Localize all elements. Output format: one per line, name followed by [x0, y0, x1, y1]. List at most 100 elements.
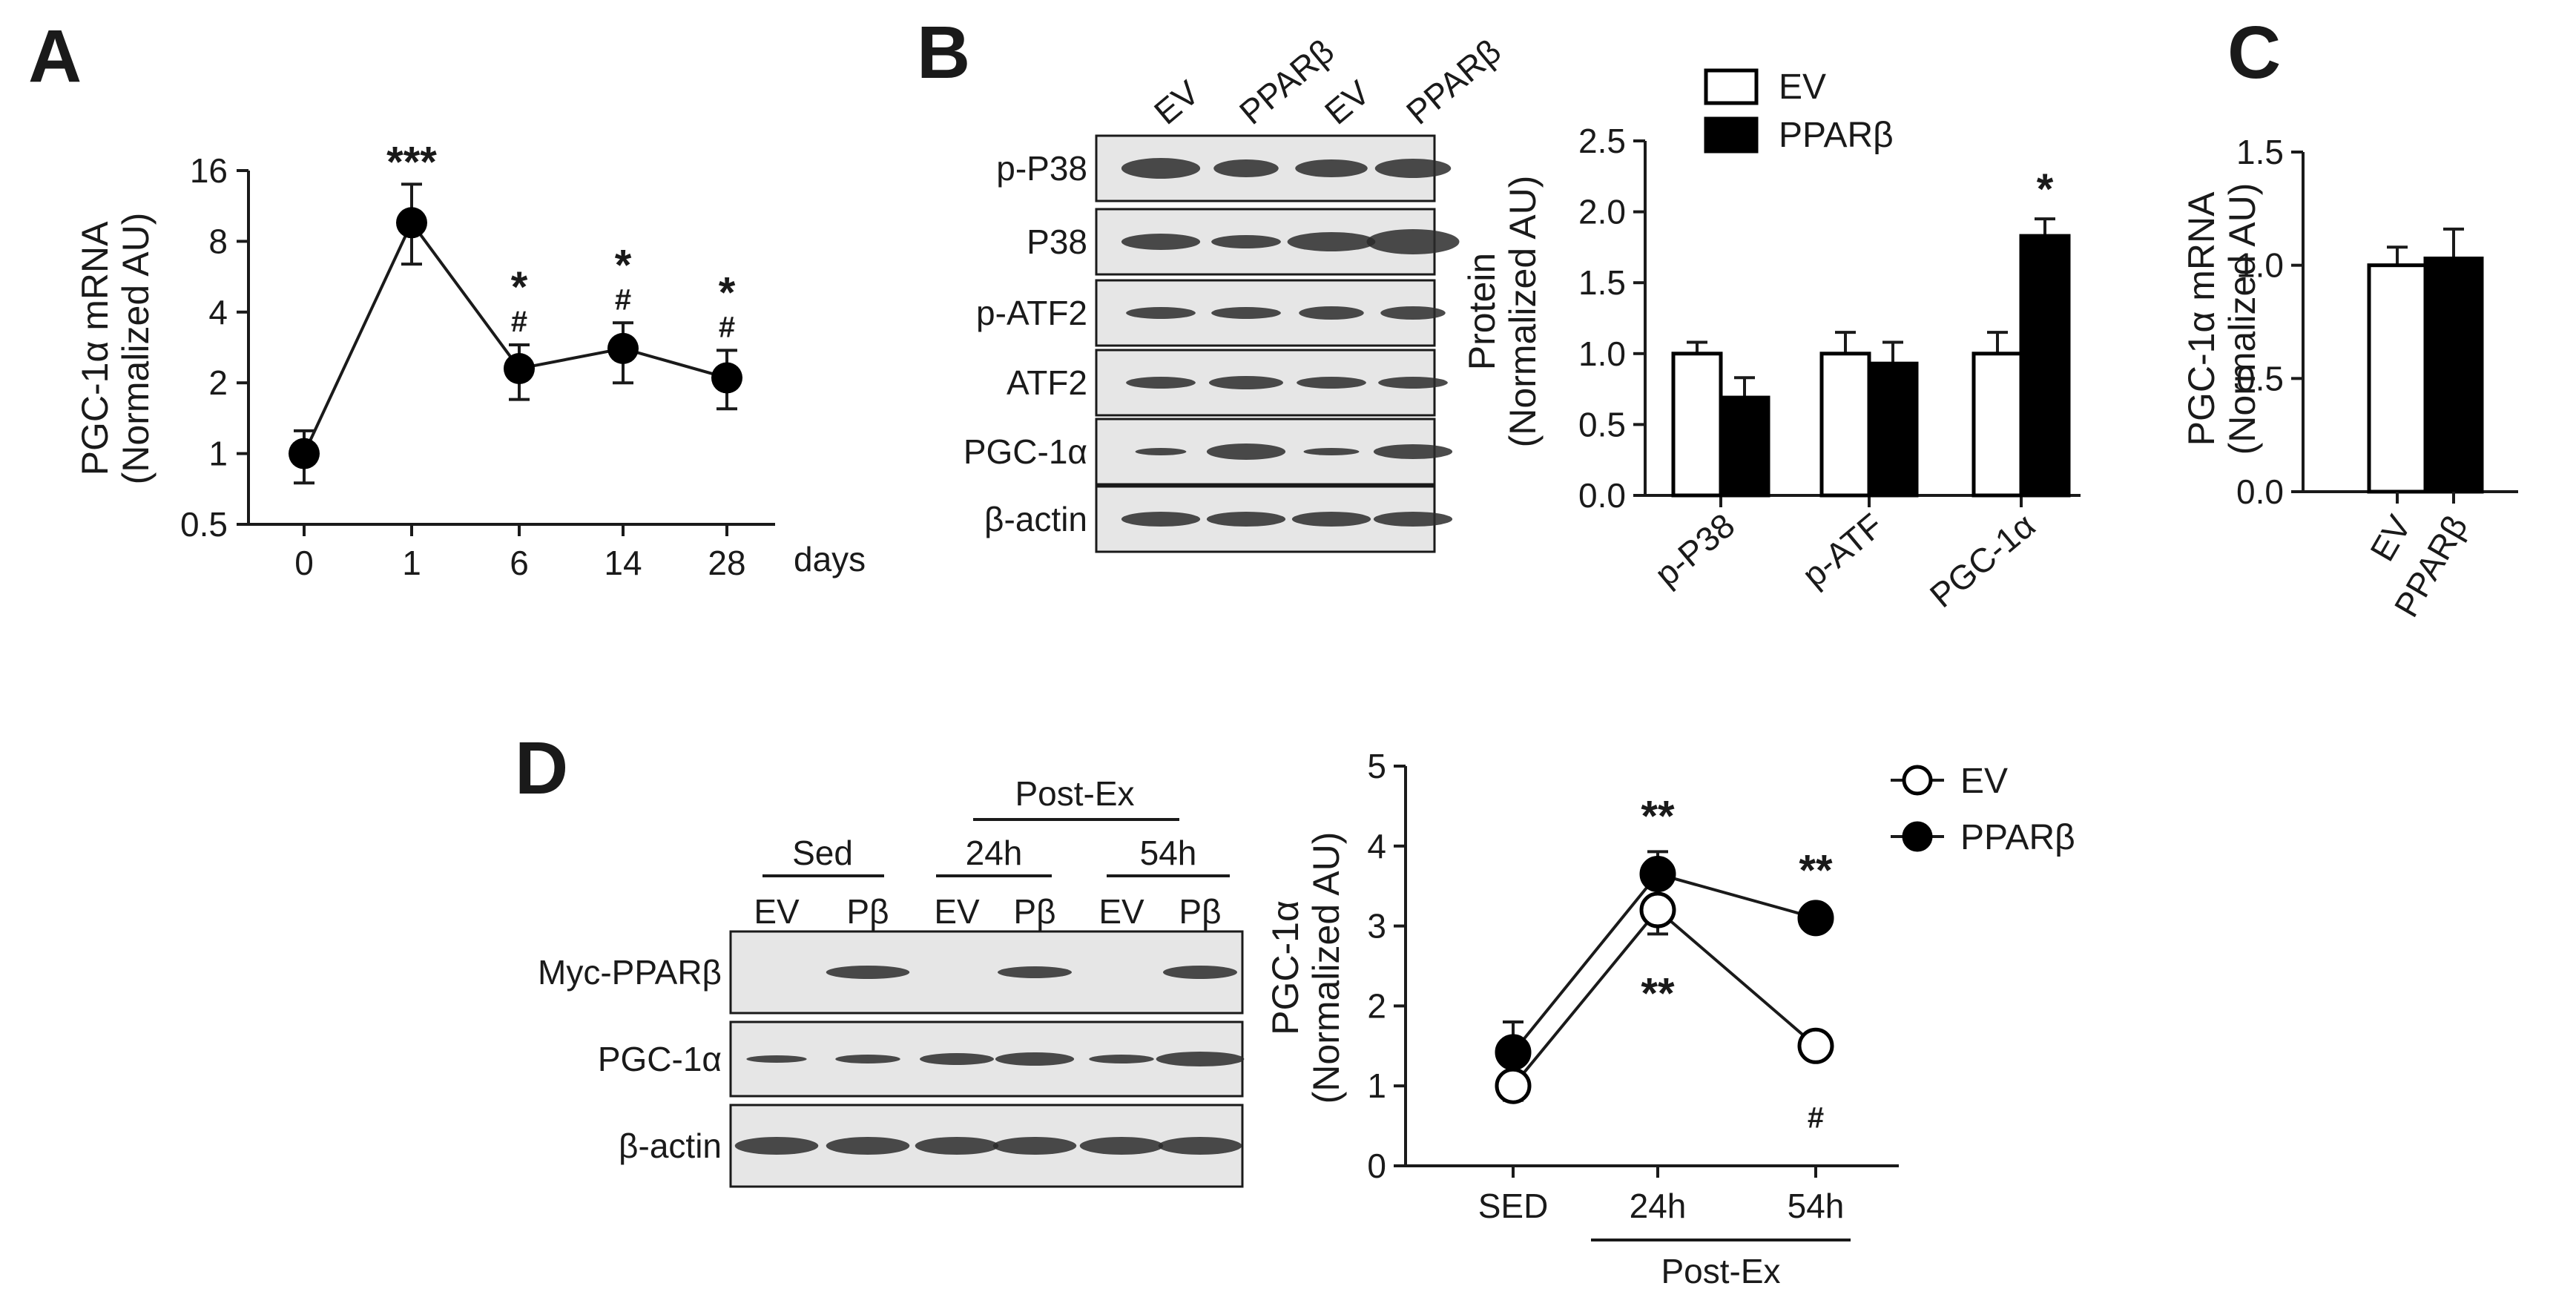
- panel-b-bar: [1719, 395, 1770, 498]
- panel-d-lane-label: EV: [1098, 892, 1144, 931]
- panel-b-band: [1291, 512, 1371, 527]
- panel-a-xtick-label: 6: [510, 544, 529, 582]
- panel-b-band: [1126, 377, 1196, 389]
- panel-b-bar: [2019, 234, 2071, 498]
- panel-d-xgroup-label: Post-Ex: [1661, 1252, 1780, 1290]
- panel-c-ytick-label: 1.5: [2236, 133, 2284, 171]
- panel-d-xtick-label: 54h: [1788, 1187, 1845, 1225]
- panel-d-band: [1158, 1137, 1242, 1155]
- panel-b-legend-label: EV: [1779, 67, 1826, 107]
- panel-b-blot-row-label: β-actin: [984, 500, 1087, 538]
- panel-d-band: [746, 1055, 807, 1063]
- panel-b-chart: Protein (Normalized AU) 0.0 0.5 1.0 1.5 2.0 2…: [1461, 67, 2081, 615]
- panel-c-bar: [2367, 263, 2428, 494]
- panel-d-lane-label: EV: [934, 892, 980, 931]
- panel-letter-b: B: [917, 11, 970, 94]
- panel-d-lane-label: Pβ: [1179, 892, 1221, 931]
- panel-b-legend-swatch: [1704, 116, 1759, 154]
- panel-d-band: [915, 1137, 999, 1155]
- panel-b-xtick-label: p-ATF: [1795, 506, 1891, 595]
- panel-d-band: [1163, 966, 1237, 979]
- panel-letter-a: A: [28, 15, 82, 98]
- panel-a-point: [711, 362, 742, 394]
- panel-d-lane-label: Pβ: [846, 892, 889, 931]
- panel-b-ylabel-line2: (Normalized AU): [1502, 176, 1544, 448]
- panel-d-ytick-label: 1: [1367, 1066, 1386, 1105]
- panel-d-legend-marker: [1902, 765, 1933, 796]
- panel-a-ytick-label: 16: [190, 151, 228, 190]
- panel-b-ytick-label: 0.0: [1578, 476, 1626, 515]
- panel-d-group-24h: 24h: [966, 834, 1023, 872]
- panel-a-hash-annotation: #: [615, 283, 631, 316]
- panel-d-ytick-label: 4: [1367, 827, 1386, 865]
- panel-b-lane-label: PPARβ: [1232, 31, 1341, 131]
- panel-d-ylabel-line1: PGC-1α: [1265, 900, 1306, 1035]
- panel-a-star-annotation: *: [615, 241, 632, 289]
- panel-b-band: [1295, 159, 1368, 177]
- panel-c-ylabel-line1: PGC-1α mRNA: [2181, 191, 2222, 446]
- panel-b-lane-label: EV: [1317, 73, 1377, 131]
- panel-d-point: [1797, 900, 1834, 937]
- panel-b-ytick-label: 2.5: [1578, 122, 1626, 160]
- panel-d-band: [1089, 1055, 1154, 1063]
- panel-b-band: [1373, 444, 1453, 459]
- panel-a-ytick-label: 4: [208, 293, 228, 332]
- panel-d-point: [1495, 1067, 1532, 1104]
- panel-b-band: [1378, 377, 1448, 389]
- panel-b-band: [1366, 229, 1460, 254]
- panel-b-band: [1303, 448, 1360, 455]
- panel-b-band: [1206, 443, 1286, 460]
- panel-d-band: [992, 1137, 1077, 1155]
- panel-d-annotation: #: [1808, 1101, 1824, 1134]
- panel-d-group-postex: Post-Ex: [1015, 774, 1134, 813]
- panel-a-ytick-label: 2: [208, 363, 228, 402]
- panel-d-legend-label: PPARβ: [1960, 818, 2075, 857]
- panel-b-xtick-label: PGC-1α: [1923, 506, 2042, 615]
- panel-d-band: [826, 966, 910, 979]
- panel-d-western-blot: Sed Post-Ex 24h 54h EV Pβ EV Pβ EV Pβ Myc-PPAR…: [538, 774, 1245, 1188]
- panel-b-ytick-label: 0.5: [1578, 405, 1626, 443]
- panel-d-band: [734, 1137, 819, 1155]
- panel-d-xtick-label: SED: [1478, 1187, 1549, 1225]
- panel-d-blot-row-label: β-actin: [619, 1127, 722, 1165]
- panel-c-ytick-label: 0.0: [2236, 472, 2284, 511]
- panel-d-band: [826, 1137, 910, 1155]
- panel-d-point: [1495, 1034, 1532, 1071]
- panel-d-group-sed: Sed: [792, 834, 853, 872]
- panel-d-group-54h: 54h: [1140, 834, 1197, 872]
- panel-d-annotation: **: [1799, 847, 1833, 895]
- panel-b-blot-row-label: p-ATF2: [976, 294, 1087, 332]
- panel-a-point: [504, 352, 535, 384]
- panel-b-blot-row-label: p-P38: [996, 149, 1087, 188]
- panel-b-band: [1211, 235, 1281, 248]
- panel-d-blot-strip: [729, 930, 1244, 1015]
- panel-b-bar: [1819, 352, 1871, 498]
- panel-c-ytick-label: 1.0: [2236, 246, 2284, 285]
- panel-b-band: [1206, 512, 1286, 527]
- panel-b-bar: [1671, 352, 1723, 498]
- panel-a-point: [607, 332, 639, 364]
- panel-b-band: [1380, 306, 1446, 320]
- panel-a-xtick-label: 1: [402, 544, 421, 582]
- panel-b-ylabel-line1: Protein: [1461, 253, 1503, 370]
- panel-d-point: [1639, 891, 1676, 929]
- panel-b-blot-row-label: PGC-1α: [963, 432, 1087, 471]
- panel-b-band: [1374, 159, 1452, 178]
- panel-letter-d: D: [515, 727, 568, 810]
- panel-d-point: [1639, 856, 1676, 893]
- panel-d-band: [995, 1052, 1075, 1066]
- panel-b-band: [1121, 158, 1201, 179]
- panel-b-band: [1121, 234, 1201, 250]
- panel-d-blot-row-label: Myc-PPARβ: [538, 953, 722, 992]
- panel-a-star-annotation: *: [511, 263, 528, 311]
- panel-a-ytick-label: 1: [208, 435, 228, 473]
- panel-a-hash-annotation: #: [511, 306, 527, 338]
- panel-d-ytick-label: 0: [1367, 1147, 1386, 1185]
- panel-a-ytick-label: 0.5: [180, 505, 228, 544]
- panel-d-band: [835, 1055, 900, 1063]
- panel-b-band: [1121, 512, 1201, 527]
- panel-d-legend-label: EV: [1960, 762, 2008, 801]
- panel-b-band: [1209, 376, 1283, 389]
- panel-b-lane-label: PPARβ: [1399, 31, 1508, 131]
